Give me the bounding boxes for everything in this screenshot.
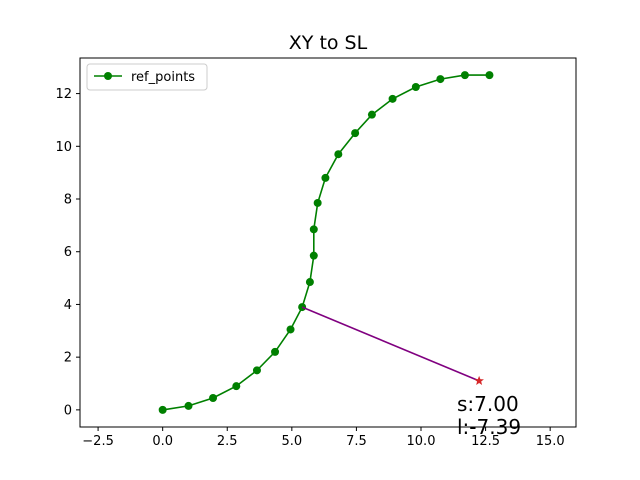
y-tick-label: 10 xyxy=(55,140,72,155)
data-point xyxy=(313,198,322,207)
query-point-star xyxy=(474,375,484,385)
x-tick-label: 7.5 xyxy=(346,434,367,449)
annotation-l: l:-7.39 xyxy=(457,415,521,439)
x-tick-label: 15.0 xyxy=(536,434,565,449)
data-point xyxy=(460,71,469,80)
axes-frame xyxy=(79,57,577,428)
x-tick-label: 2.5 xyxy=(217,434,238,449)
data-point xyxy=(411,82,420,91)
y-tick-label: 6 xyxy=(64,245,72,260)
data-point xyxy=(158,405,167,414)
x-tick-label: 10.0 xyxy=(407,434,436,449)
data-point xyxy=(286,325,295,334)
annotation-s: s:7.00 xyxy=(457,392,519,416)
data-point xyxy=(209,394,218,403)
legend: ref_points xyxy=(86,63,208,91)
data-point xyxy=(305,278,314,287)
legend-label-ref-points: ref_points xyxy=(131,70,195,85)
data-point xyxy=(232,382,241,391)
x-tick-label: −2.5 xyxy=(82,434,114,449)
data-point xyxy=(334,150,343,159)
plot-content xyxy=(158,71,494,414)
data-point xyxy=(485,71,494,80)
data-point xyxy=(388,94,397,103)
y-tick-label: 0 xyxy=(64,403,72,418)
data-point xyxy=(321,173,330,182)
data-point xyxy=(436,75,445,84)
x-tick-label: 5.0 xyxy=(281,434,302,449)
data-point xyxy=(252,366,261,375)
projection-line xyxy=(301,306,480,382)
x-tick-label: 12.5 xyxy=(471,434,500,449)
legend-frame xyxy=(86,63,208,91)
data-point xyxy=(351,129,360,138)
y-tick-label: 8 xyxy=(64,193,72,208)
data-point xyxy=(309,225,318,234)
y-tick-label: 12 xyxy=(55,87,72,102)
data-point xyxy=(271,347,280,356)
legend-marker xyxy=(104,72,112,80)
chart-title: XY to SL xyxy=(289,32,368,54)
data-point xyxy=(309,251,318,260)
series-line-ref_points xyxy=(162,74,490,411)
y-tick-label: 4 xyxy=(64,298,72,313)
data-point xyxy=(184,401,193,410)
y-tick-label: 2 xyxy=(64,351,72,366)
axes: −2.5 0.0 2.5 5.0 7.5 10.0 12.5 15.0 0 2 4 6 8 10 12 xyxy=(55,57,577,449)
data-point xyxy=(367,110,376,119)
x-tick-label: 0.0 xyxy=(152,434,173,449)
